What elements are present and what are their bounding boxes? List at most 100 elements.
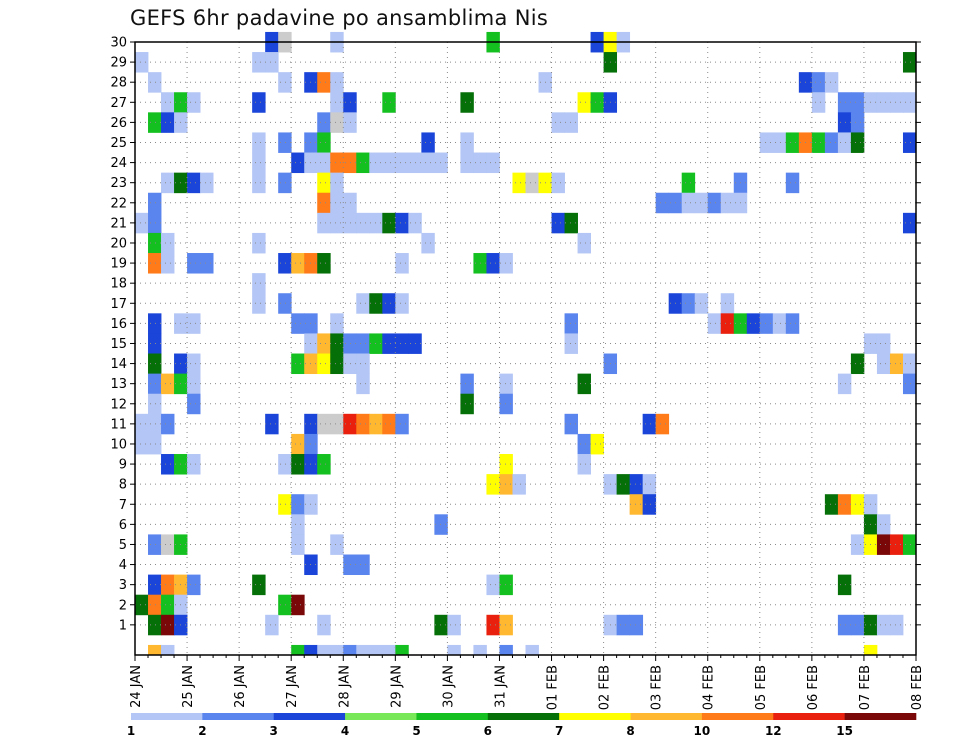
heatmap-cell [382,152,396,174]
colorbar-swatch [131,713,203,720]
heatmap-cell [785,172,800,194]
heatmap-cell [395,212,409,234]
heatmap-cell [824,72,839,93]
heatmap-cell [291,514,305,535]
heatmap-cell [382,333,396,354]
heatmap-cell [278,594,292,616]
heatmap-cell [850,534,865,555]
heatmap-cell [876,92,891,113]
colorbar-swatch [630,713,703,720]
heatmap-cell [889,353,904,375]
heatmap-cell [343,92,357,113]
y-tick-label: 1 [119,618,127,633]
heatmap-cell [148,534,162,555]
x-tick-label: 27 JAN [285,665,300,708]
heatmap-cell [161,92,175,113]
heatmap-cell [564,313,578,334]
heatmap-cell [876,333,891,354]
heatmap-cell [278,72,292,93]
heatmap-cell [161,534,175,555]
heatmap-cell [785,313,800,334]
heatmap-cell [642,474,657,495]
y-tick-label: 10 [110,437,127,452]
heatmap-cell [148,644,162,656]
heatmap-cell [902,212,917,234]
heatmap-cell [161,644,175,656]
heatmap-cell [837,614,852,636]
heatmap-cell [330,333,344,354]
heatmap-cell [434,514,448,535]
heatmap-cell [499,253,513,274]
heatmap-cell [460,152,474,174]
heatmap-cell [252,52,266,73]
colorbar-swatch [202,713,275,720]
heatmap-cell [369,413,383,435]
heatmap-cell [564,413,578,435]
heatmap-cell [681,192,696,214]
heatmap-cell [486,152,500,174]
heatmap-cell [330,212,344,234]
heatmap-cell [382,92,396,113]
heatmap-cell [837,112,852,133]
heatmap-cell [317,112,331,133]
heatmap-cell [148,232,162,254]
y-tick-label: 7 [119,498,127,513]
heatmap-cell [629,614,644,636]
y-tick-label: 15 [110,337,127,352]
heatmap-cell [252,273,266,294]
heatmap-cell [707,192,722,214]
y-tick-label: 20 [110,236,127,251]
heatmap-cell [148,614,162,636]
heatmap-cell [486,474,500,495]
colorbar-label: 4 [341,724,349,738]
heatmap-cell [148,253,162,274]
heatmap-cell [148,594,162,616]
heatmap-cell [135,433,149,455]
colorbar-label: 10 [694,724,711,738]
y-tick-label: 14 [110,357,127,372]
x-tick-label: 31 JAN [494,665,509,708]
heatmap-cell [304,644,318,656]
x-tick-label: 30 JAN [441,665,456,708]
heatmap-cell [421,132,435,153]
x-tick-label: 24 JAN [129,665,144,708]
heatmap-cell [577,92,591,113]
heatmap-cell [148,433,162,455]
heatmap-cell [265,52,279,73]
heatmap-cell [330,413,344,435]
heatmap-cell [148,212,162,234]
heatmap-cell [330,112,344,133]
y-tick-label: 2 [119,598,127,613]
y-tick-label: 3 [119,578,127,593]
chart-title: GEFS 6hr padavine po ansamblima Nis [130,6,549,30]
heatmap-cell [447,644,461,656]
heatmap-cell [837,574,852,596]
heatmap-cell [369,333,383,354]
heatmap-cell [551,172,565,194]
heatmap-cell [759,132,774,153]
heatmap-cell [655,192,670,214]
y-tick-label: 8 [119,478,127,493]
heatmap-cell [343,112,357,133]
heatmap-cell [317,454,331,475]
heatmap-cell [291,253,305,274]
heatmap-cell [525,644,539,656]
y-tick-label: 13 [110,377,127,392]
heatmap-cell [330,72,344,93]
heatmap-cell [889,614,904,636]
y-tick-label: 27 [110,96,127,111]
heatmap-cell [382,413,396,435]
heatmap-cell [395,413,409,435]
heatmap-cell [486,574,500,596]
heatmap-cell [564,212,578,234]
colorbar-label: 7 [555,724,563,738]
heatmap-cell [395,333,409,354]
heatmap-cell [499,393,513,415]
heatmap-cell [369,293,383,314]
x-tick-label: 04 FEB [702,665,717,710]
x-tick-label: 26 JAN [233,665,248,708]
heatmap-cell [655,413,670,435]
heatmap-cell [902,52,917,73]
heatmap-cell [356,413,370,435]
